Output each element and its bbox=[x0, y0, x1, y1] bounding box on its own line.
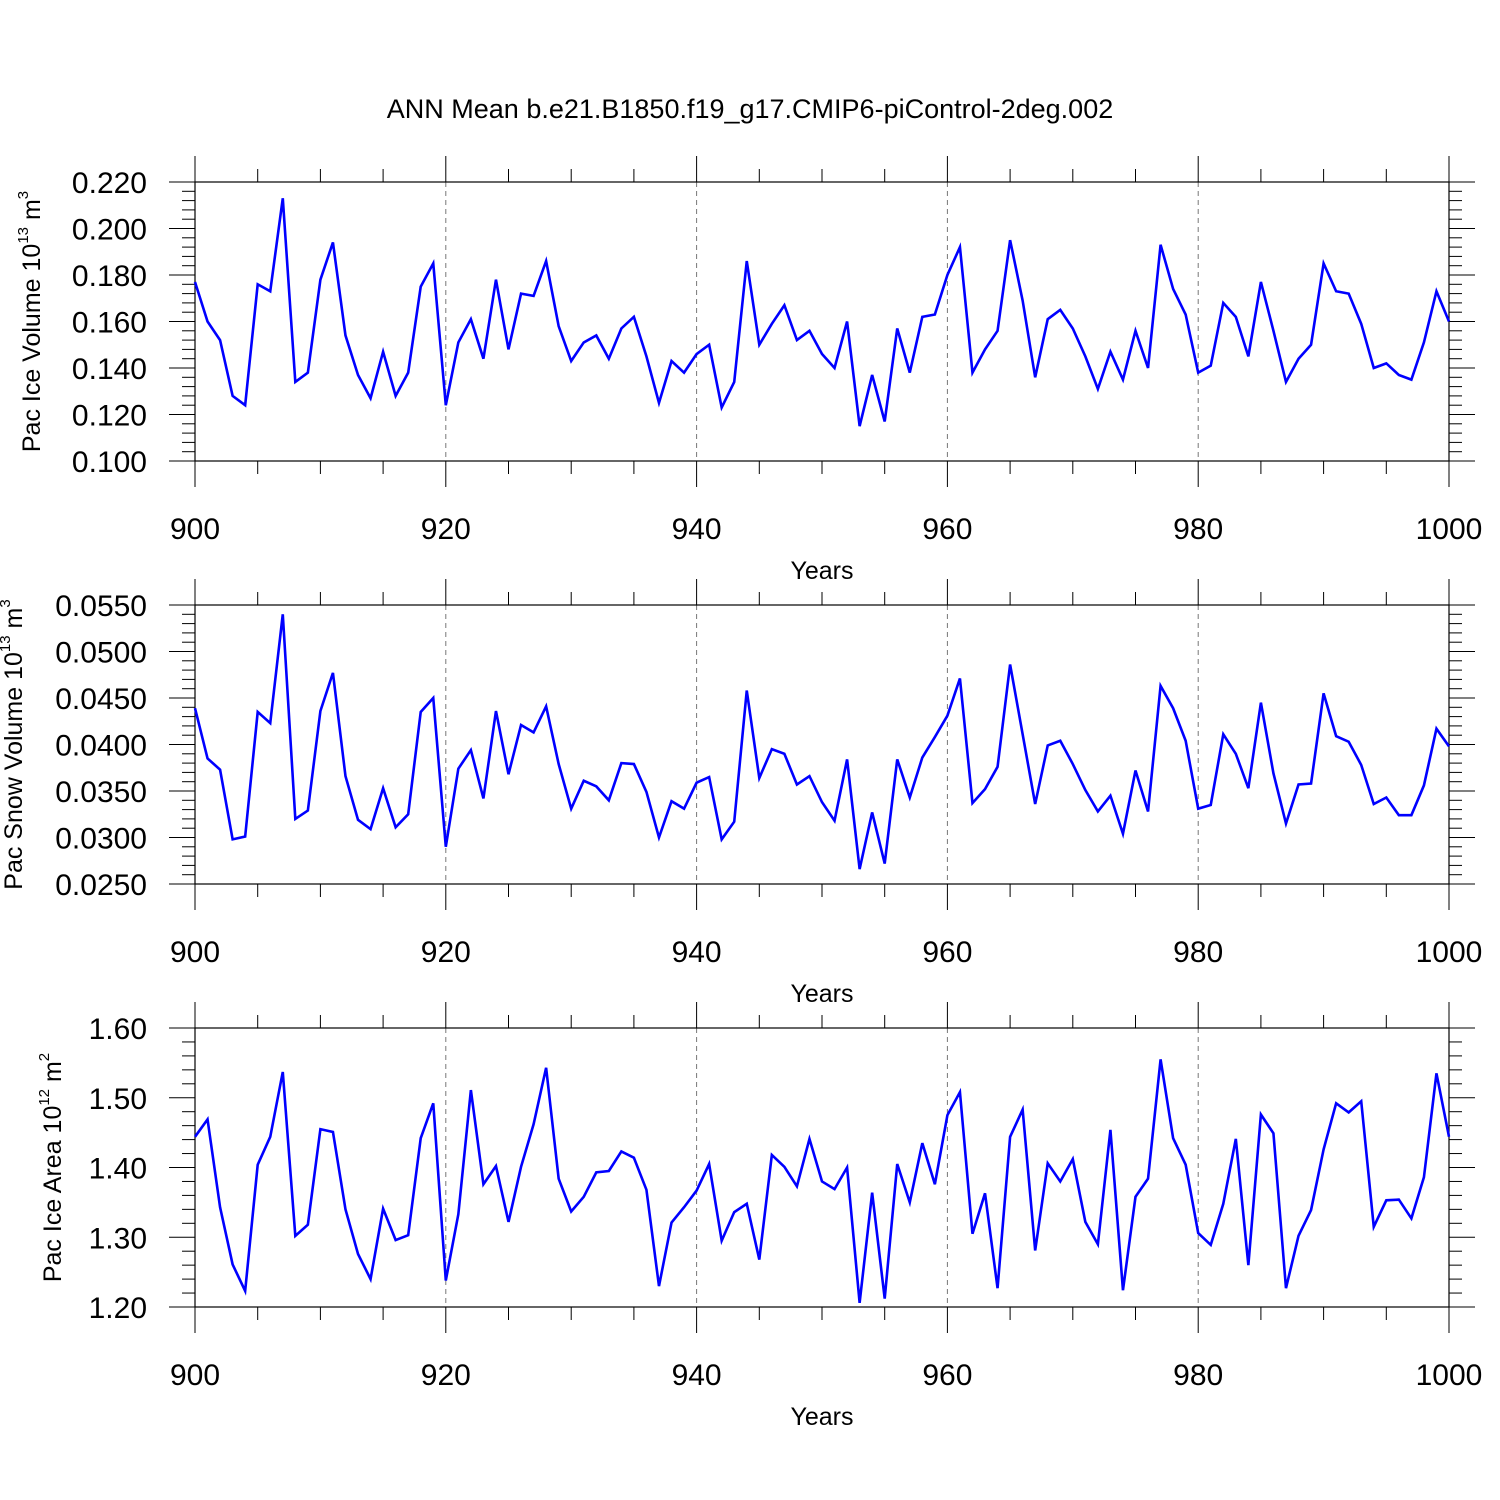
y-axis-label: Pac Ice Area 1012 m2 bbox=[36, 1053, 67, 1282]
y-tick-label: 0.220 bbox=[72, 167, 147, 200]
x-tick-label: 900 bbox=[170, 1359, 220, 1392]
y-tick-label: 1.50 bbox=[89, 1083, 147, 1116]
y-tick-label: 1.30 bbox=[89, 1222, 147, 1255]
plot-frame bbox=[194, 604, 1450, 885]
plot-frame bbox=[194, 181, 1450, 462]
y-tick-label: 0.0550 bbox=[55, 590, 147, 623]
x-tick-label: 980 bbox=[1173, 936, 1223, 969]
x-tick-label: 940 bbox=[672, 936, 722, 969]
y-axis-label: Pac Snow Volume 1013 m3 bbox=[0, 599, 28, 889]
y-tick-label: 1.40 bbox=[89, 1153, 147, 1186]
x-tick-label: 960 bbox=[922, 513, 972, 546]
series-line bbox=[193, 198, 1451, 427]
panels: 0.100 0.120 0.140 0.160 0.180 0.200 0.220 900 92… bbox=[0, 156, 1482, 1431]
y-tick-label: 0.0300 bbox=[55, 823, 147, 856]
panel-1: 0.100 0.120 0.140 0.160 0.180 0.200 0.220 900 92… bbox=[15, 156, 1482, 585]
x-tick-label: 1000 bbox=[1416, 1359, 1483, 1392]
x-tick-label: 1000 bbox=[1416, 936, 1483, 969]
y-tick-label: 0.160 bbox=[72, 307, 147, 340]
y-tick-label: 0.100 bbox=[72, 446, 147, 479]
x-tick-label: 980 bbox=[1173, 513, 1223, 546]
y-tick-label: 0.200 bbox=[72, 214, 147, 247]
y-tick-label: 0.0450 bbox=[55, 683, 147, 716]
x-axis-label: Years bbox=[790, 1403, 853, 1431]
x-axis-label: Years bbox=[790, 980, 853, 1008]
y-tick-label: 0.0400 bbox=[55, 730, 147, 763]
series-line bbox=[193, 1059, 1451, 1303]
panel-2: 0.0250 0.0300 0.0350 0.0400 0.0450 0.0500 0.05… bbox=[0, 579, 1482, 1008]
x-tick-label: 900 bbox=[170, 936, 220, 969]
y-tick-label: 0.180 bbox=[72, 260, 147, 293]
y-axis-label: Pac Ice Volume 1013 m3 bbox=[15, 191, 46, 452]
chart-title: ANN Mean b.e21.B1850.f19_g17.CMIP6-piCon… bbox=[387, 94, 1113, 124]
y-tick-label: 0.140 bbox=[72, 353, 147, 386]
x-tick-label: 1000 bbox=[1416, 513, 1483, 546]
x-tick-label: 920 bbox=[421, 936, 471, 969]
y-tick-label: 0.120 bbox=[72, 400, 147, 433]
x-tick-label: 900 bbox=[170, 513, 220, 546]
x-tick-label: 940 bbox=[672, 1359, 722, 1392]
y-tick-label: 1.60 bbox=[89, 1013, 147, 1046]
x-tick-label: 940 bbox=[672, 513, 722, 546]
x-tick-label: 980 bbox=[1173, 1359, 1223, 1392]
plot-frame bbox=[194, 1027, 1450, 1308]
x-tick-label: 960 bbox=[922, 1359, 972, 1392]
x-tick-label: 960 bbox=[922, 936, 972, 969]
series-line bbox=[193, 614, 1451, 870]
y-tick-label: 0.0250 bbox=[55, 869, 147, 902]
panel-3: 1.20 1.30 1.40 1.50 1.60 900 920 940 960 980 1000 Y… bbox=[36, 1002, 1482, 1431]
y-tick-label: 0.0350 bbox=[55, 776, 147, 809]
y-tick-label: 1.20 bbox=[89, 1292, 147, 1325]
x-tick-label: 920 bbox=[421, 1359, 471, 1392]
y-tick-label: 0.0500 bbox=[55, 637, 147, 670]
x-tick-label: 920 bbox=[421, 513, 471, 546]
x-axis-label: Years bbox=[790, 557, 853, 585]
